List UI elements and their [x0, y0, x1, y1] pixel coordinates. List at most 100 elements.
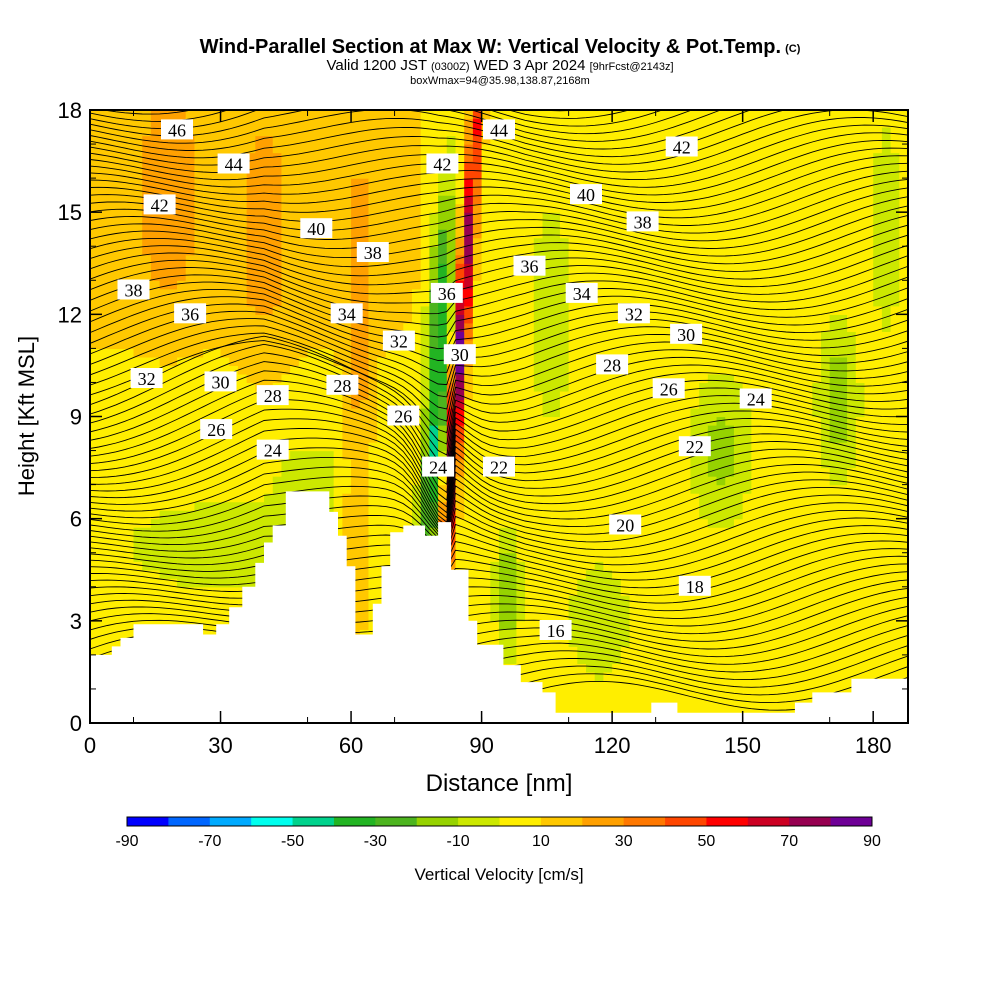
velocity-cell: [377, 263, 387, 273]
velocity-cell: [586, 552, 596, 562]
velocity-cell: [107, 527, 117, 537]
velocity-cell: [98, 442, 108, 452]
velocity-cell: [664, 688, 674, 699]
velocity-cell: [499, 178, 509, 188]
velocity-cell: [438, 407, 448, 418]
velocity-cell: [638, 161, 648, 171]
velocity-cell: [681, 339, 692, 349]
velocity-cell: [220, 510, 230, 520]
velocity-cell: [620, 595, 631, 605]
velocity-cell: [246, 127, 256, 137]
velocity-cell: [446, 425, 457, 435]
velocity-cell: [307, 416, 317, 426]
velocity-cell: [646, 671, 657, 682]
velocity-cell: [333, 416, 343, 426]
velocity-cell: [194, 416, 204, 426]
velocity-cell: [516, 578, 526, 588]
velocity-cell: [133, 595, 143, 605]
velocity-cell: [116, 178, 126, 188]
velocity-cell: [411, 339, 422, 349]
velocity-cell: [351, 425, 361, 435]
velocity-cell: [333, 459, 343, 469]
velocity-cell: [342, 561, 352, 571]
velocity-cell: [594, 688, 605, 699]
velocity-cell: [324, 212, 335, 222]
velocity-cell: [655, 135, 665, 145]
velocity-cell: [664, 663, 674, 673]
velocity-cell: [472, 433, 483, 443]
velocity-cell: [229, 569, 239, 579]
velocity-cell: [681, 382, 692, 392]
velocity-cell: [420, 416, 430, 426]
velocity-cell: [98, 535, 108, 545]
velocity-cell: [385, 110, 396, 120]
velocity-cell: [377, 382, 387, 392]
velocity-cell: [142, 237, 152, 247]
velocity-cell: [90, 527, 100, 537]
velocity-cell: [185, 433, 196, 443]
velocity-cell: [629, 416, 639, 426]
velocity-cell: [551, 484, 561, 494]
velocity-cell: [107, 271, 117, 281]
velocity-cell: [411, 263, 422, 273]
velocity-cell: [394, 110, 404, 120]
velocity-cell: [681, 697, 692, 707]
velocity-cell: [351, 237, 361, 247]
velocity-cell: [333, 433, 343, 443]
velocity-cell: [281, 348, 291, 358]
velocity-cell: [551, 612, 561, 622]
velocity-cell: [516, 467, 526, 477]
velocity-cell: [586, 331, 596, 341]
velocity-cell: [420, 229, 430, 239]
velocity-cell: [255, 373, 265, 384]
velocity-cell: [150, 535, 161, 545]
velocity-cell: [324, 407, 335, 418]
velocity-cell: [577, 127, 587, 137]
velocity-cell: [290, 161, 300, 171]
velocity-cell: [290, 271, 300, 281]
velocity-cell: [525, 127, 535, 137]
velocity-cell: [499, 237, 509, 247]
velocity-cell: [438, 339, 448, 349]
velocity-cell: [568, 339, 578, 349]
velocity-cell: [446, 135, 457, 145]
velocity-cell: [603, 127, 613, 137]
velocity-cell: [220, 484, 230, 494]
velocity-cell: [629, 484, 639, 494]
velocity-cell: [281, 169, 291, 179]
velocity-cell: [586, 493, 596, 503]
velocity-cell: [159, 442, 169, 452]
velocity-cell: [438, 127, 448, 137]
velocity-cell: [525, 416, 535, 426]
velocity-cell: [98, 144, 108, 154]
velocity-cell: [107, 637, 117, 647]
velocity-cell: [612, 229, 622, 239]
velocity-cell: [351, 220, 361, 230]
velocity-cell: [681, 399, 692, 409]
velocity-cell: [525, 161, 535, 171]
velocity-cell: [481, 305, 491, 315]
velocity-cell: [177, 552, 187, 562]
velocity-cell: [533, 552, 544, 562]
velocity-cell: [420, 237, 430, 247]
velocity-cell: [681, 297, 692, 307]
velocity-cell: [446, 382, 457, 392]
velocity-cell: [594, 569, 605, 579]
velocity-cell: [533, 569, 544, 579]
velocity-cell: [194, 195, 204, 205]
velocity-cell: [359, 118, 370, 128]
velocity-cell: [194, 169, 204, 179]
velocity-cell: [403, 254, 413, 264]
velocity-cell: [629, 612, 639, 622]
velocity-cell: [673, 280, 683, 290]
velocity-cell: [90, 178, 100, 188]
velocity-cell: [168, 612, 178, 622]
velocity-cell: [90, 442, 100, 452]
velocity-cell: [603, 535, 613, 545]
velocity-cell: [177, 544, 187, 554]
velocity-cell: [455, 203, 465, 213]
velocity-cell: [629, 561, 639, 571]
velocity-cell: [290, 144, 300, 154]
velocity-cell: [124, 237, 135, 247]
velocity-cell: [177, 161, 187, 171]
